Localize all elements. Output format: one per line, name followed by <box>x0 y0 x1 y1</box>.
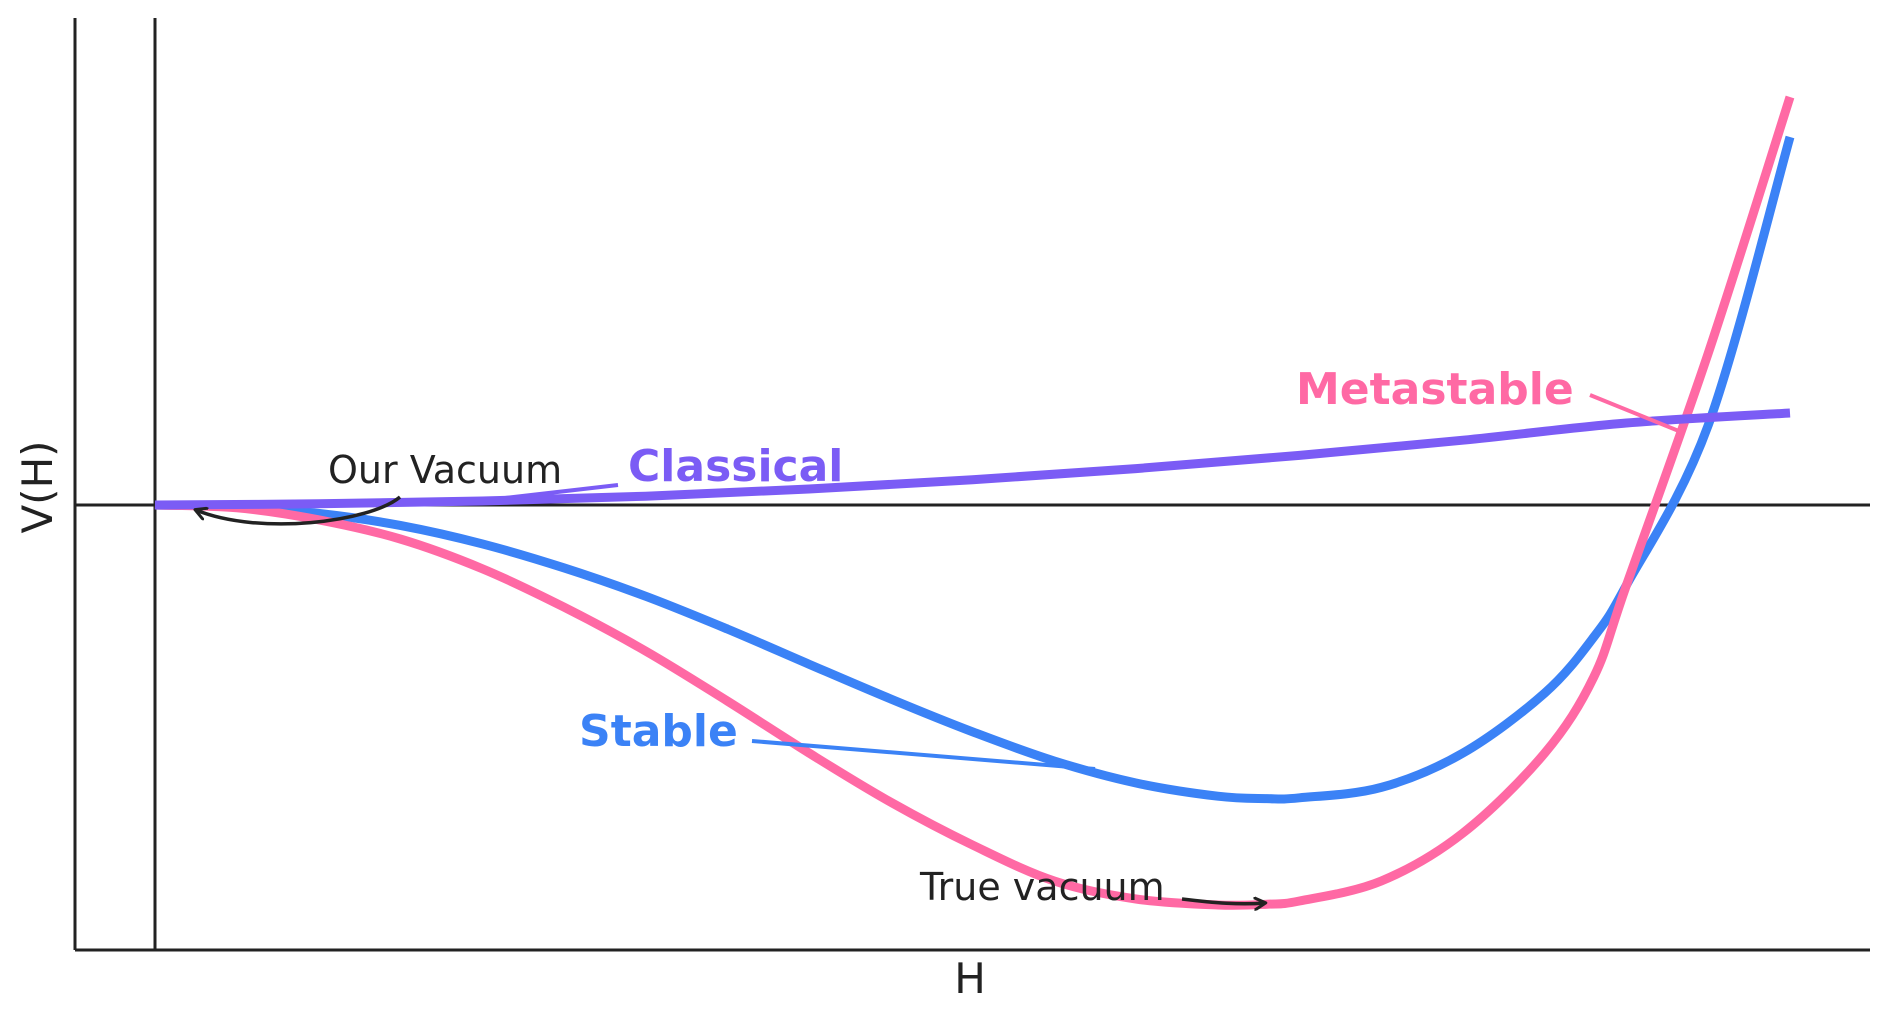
series-line-classical <box>154 408 1791 510</box>
stable-series-label: Stable <box>579 706 738 757</box>
metastable-leader-line <box>1589 393 1685 435</box>
classical-leader-line <box>498 483 619 501</box>
metastable-series-label: Metastable <box>1296 364 1574 415</box>
series-line-metastable <box>154 95 1795 910</box>
our-vacuum-label: Our Vacuum <box>328 448 562 492</box>
stable-leader-line <box>751 739 1096 771</box>
our-vacuum-arrow <box>196 495 402 526</box>
true-vacuum-arrow <box>1181 899 1265 904</box>
classical-series-label: Classical <box>628 441 843 492</box>
x-axis-label: H <box>954 954 986 1003</box>
series-layer <box>154 95 1795 910</box>
true-vacuum-label: True vacuum <box>919 865 1165 909</box>
y-axis-label: V(H) <box>13 440 62 533</box>
